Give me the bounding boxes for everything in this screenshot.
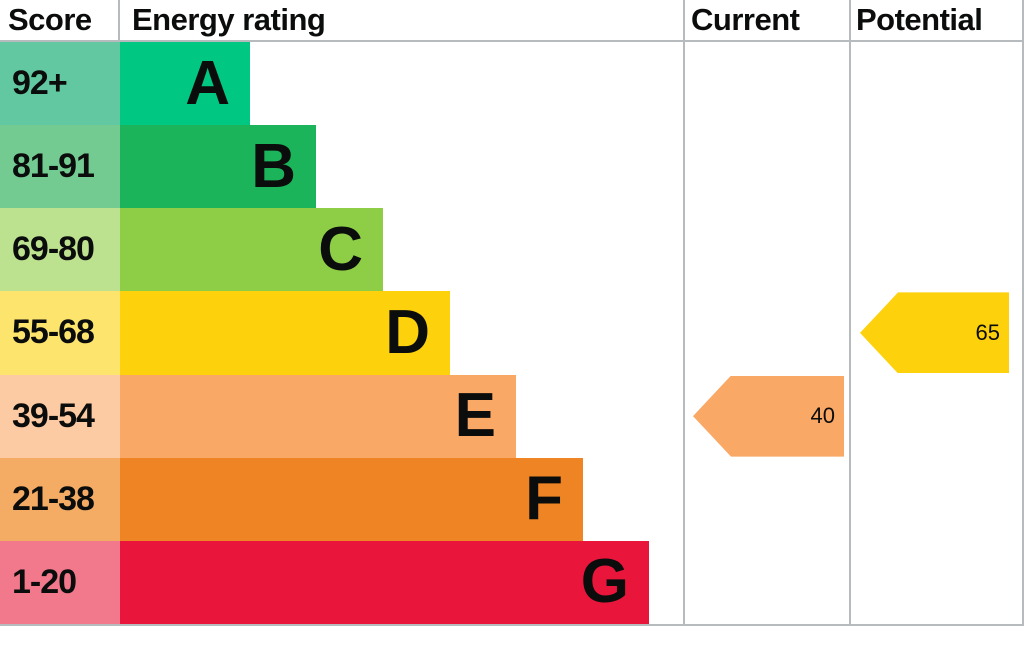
band-bar-b: B bbox=[120, 125, 316, 209]
band-bar-e: E bbox=[120, 374, 516, 458]
band-bar-d: D bbox=[120, 291, 450, 375]
band-row-f: 21-38 F bbox=[0, 457, 683, 541]
energy-rating-column-header: Energy rating bbox=[120, 0, 683, 40]
score-range: 39-54 bbox=[0, 374, 120, 458]
potential-arrow: 65 bbox=[860, 292, 1009, 374]
band-bar-c: C bbox=[120, 208, 383, 292]
current-column: 40 bbox=[683, 42, 849, 624]
band-row-d: 55-68 D bbox=[0, 291, 683, 375]
header-row: Score Energy rating Current Potential bbox=[0, 0, 1024, 42]
band-row-c: 69-80 C bbox=[0, 208, 683, 292]
chart-body: 92+ A 81-91 B 69-80 C 55-68 D 39-54 E 21… bbox=[0, 42, 1024, 624]
score-range: 92+ bbox=[0, 42, 120, 126]
band-row-b: 81-91 B bbox=[0, 125, 683, 209]
potential-value: 65 bbox=[975, 319, 1000, 345]
current-arrow: 40 bbox=[693, 375, 844, 457]
band-bar-f: F bbox=[120, 457, 583, 541]
score-column-header: Score bbox=[0, 0, 120, 40]
score-range: 81-91 bbox=[0, 125, 120, 209]
potential-column: 65 bbox=[849, 42, 1024, 624]
band-row-g: 1-20 G bbox=[0, 540, 683, 624]
score-range: 21-38 bbox=[0, 457, 120, 541]
current-column-header: Current bbox=[683, 0, 849, 40]
score-range: 69-80 bbox=[0, 208, 120, 292]
band-row-a: 92+ A bbox=[0, 42, 683, 126]
band-row-e: 39-54 E bbox=[0, 374, 683, 458]
potential-column-header: Potential bbox=[849, 0, 1024, 40]
band-bar-g: G bbox=[120, 540, 649, 624]
score-range: 55-68 bbox=[0, 291, 120, 375]
current-value: 40 bbox=[810, 403, 835, 429]
rating-bands: 92+ A 81-91 B 69-80 C 55-68 D 39-54 E 21… bbox=[0, 42, 683, 624]
band-bar-a: A bbox=[120, 42, 250, 126]
epc-rating-chart: Score Energy rating Current Potential 92… bbox=[0, 0, 1024, 626]
score-range: 1-20 bbox=[0, 540, 120, 624]
